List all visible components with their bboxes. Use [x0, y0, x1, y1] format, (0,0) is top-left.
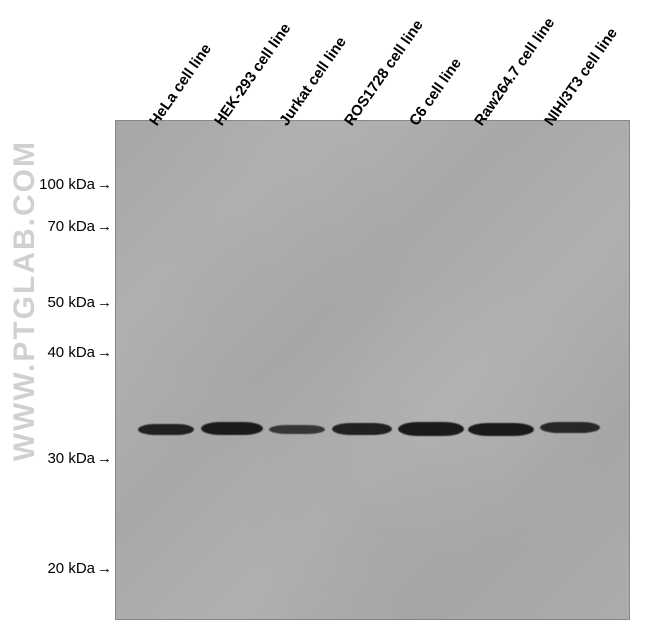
blot-band — [138, 424, 194, 435]
marker-label: 100 kDa→ — [39, 176, 112, 193]
blot-membrane — [115, 120, 630, 620]
blot-texture — [116, 121, 629, 619]
marker-label: 50 kDa→ — [47, 294, 112, 311]
arrow-right-icon: → — [97, 294, 112, 311]
blot-band — [398, 422, 464, 436]
marker-label: 70 kDa→ — [47, 218, 112, 235]
arrow-right-icon: → — [97, 218, 112, 235]
arrow-right-icon: → — [97, 450, 112, 467]
watermark-text: WWW.PTGLAB.COM — [8, 140, 42, 461]
blot-band — [332, 423, 392, 435]
marker-label: 40 kDa→ — [47, 344, 112, 361]
arrow-right-icon: → — [97, 176, 112, 193]
lane-label: Jurkat cell line — [276, 34, 350, 129]
lane-label: HeLa cell line — [146, 41, 215, 129]
lane-label: NIH/3T3 cell line — [541, 25, 621, 129]
blot-band — [540, 422, 600, 433]
blot-band — [468, 423, 534, 436]
blot-band — [201, 422, 263, 435]
marker-label: 20 kDa→ — [47, 560, 112, 577]
western-blot-figure: HeLa cell line HEK-293 cell line Jurkat … — [0, 0, 650, 641]
lane-label: C6 cell line — [406, 55, 465, 129]
blot-band — [269, 425, 325, 434]
arrow-right-icon: → — [97, 344, 112, 361]
marker-label: 30 kDa→ — [47, 450, 112, 467]
arrow-right-icon: → — [97, 560, 112, 577]
